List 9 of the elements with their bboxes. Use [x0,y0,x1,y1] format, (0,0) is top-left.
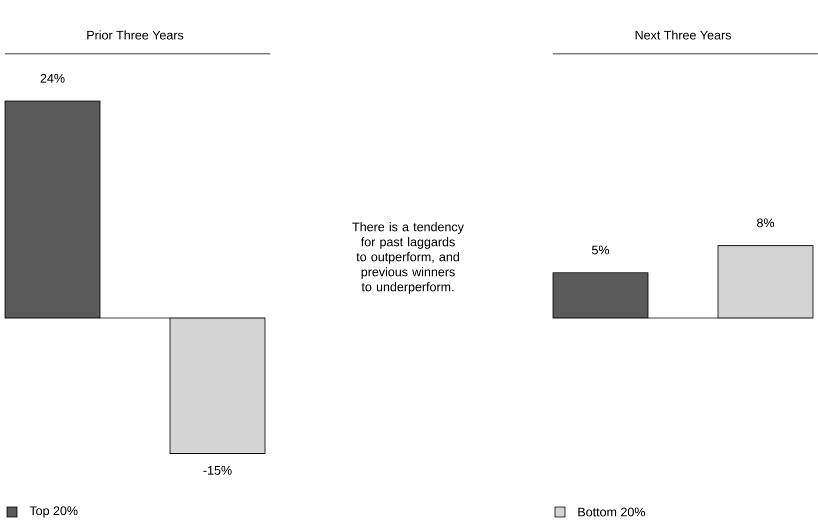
data-label: 8% [757,218,774,228]
legend-label: Bottom 20% [578,508,645,516]
text: There is a tendency for past laggards to outperform, and previous winners to underperform. [352,222,464,294]
chart-title: Prior Three Years [87,30,184,40]
data-label: -15% [203,466,232,475]
legend-label: Top 20% [30,506,78,518]
chart-title: Next Three Years [636,30,731,40]
data-label: 5% [592,246,610,254]
data-label: 24% [40,74,65,83]
